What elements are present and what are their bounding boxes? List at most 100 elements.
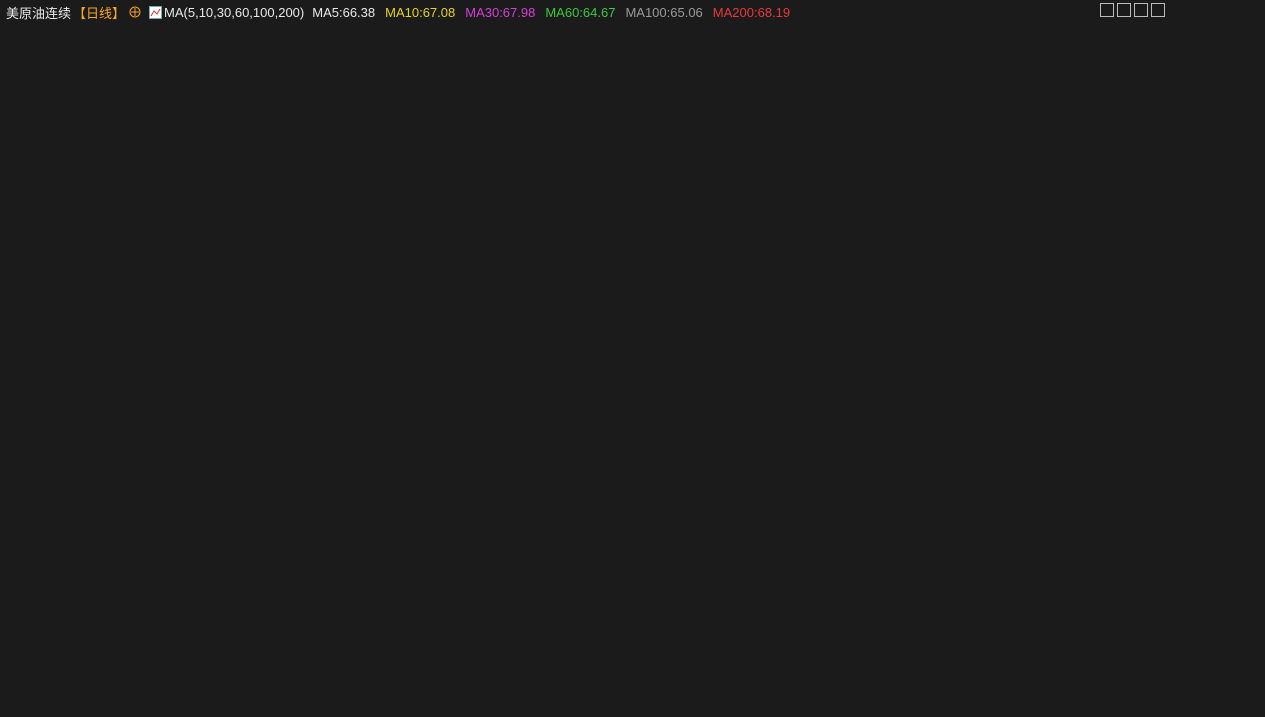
candle-body xyxy=(371,379,382,395)
candle-body xyxy=(61,195,72,218)
tool-button[interactable] xyxy=(1151,3,1165,17)
candle-body xyxy=(724,472,735,496)
tool-button[interactable] xyxy=(1100,3,1114,17)
header: 美原油连续 【日线】 MA(5,10,30,60,100,200) MA5:66… xyxy=(6,3,790,21)
last-price-arrow xyxy=(1254,381,1262,392)
candle-body xyxy=(992,418,1002,424)
ma-line xyxy=(9,199,1139,521)
candle-body xyxy=(554,485,565,508)
candle-body xyxy=(808,514,819,520)
candle-body xyxy=(456,288,467,296)
candle-body xyxy=(1048,377,1059,402)
candle-body xyxy=(879,409,890,429)
tool-button[interactable] xyxy=(1134,3,1148,17)
candle-body xyxy=(681,541,692,584)
candle-body xyxy=(1006,418,1017,427)
title: 美原油连续 xyxy=(6,5,72,21)
candle-body xyxy=(794,499,805,515)
candle-body xyxy=(329,384,340,407)
legend-entry: MA200:68.19 xyxy=(712,4,791,20)
candle-body xyxy=(1076,350,1087,365)
candle-body xyxy=(174,268,185,279)
candle-body xyxy=(752,485,763,503)
annotation-label: 55.12 xyxy=(524,667,557,682)
candle-body xyxy=(484,399,495,469)
candle-body xyxy=(188,261,199,279)
candle-body xyxy=(301,389,312,405)
candle-body xyxy=(75,214,86,228)
candle-body xyxy=(1090,350,1101,375)
candle-body xyxy=(33,143,44,164)
candle-body xyxy=(287,374,297,405)
candle-body xyxy=(146,239,156,272)
period[interactable]: 【日线】 xyxy=(73,5,126,21)
candle-body xyxy=(230,298,241,333)
candle-body xyxy=(413,327,424,343)
candle-body xyxy=(625,497,636,540)
candle-body xyxy=(399,340,410,363)
tool-button[interactable] xyxy=(1117,3,1131,17)
legend-entry: MA5:66.38 xyxy=(312,4,376,20)
candle-body xyxy=(258,315,269,353)
y-tick-label: 56.08 xyxy=(1183,634,1216,649)
candle-body xyxy=(597,477,608,488)
legend-entry: MA10:67.08 xyxy=(385,4,456,20)
y-tick-label: 67.24 xyxy=(1183,360,1216,375)
annotation-label: 78.40 xyxy=(961,77,994,92)
ma-line xyxy=(9,263,1139,423)
ma-line xyxy=(9,135,1139,565)
candle-body xyxy=(822,487,833,520)
candle-body xyxy=(442,288,453,336)
marker-box xyxy=(1178,274,1262,295)
ma-line xyxy=(9,248,1139,467)
candle-body xyxy=(1062,364,1073,402)
candle-body xyxy=(653,581,664,614)
candle-body xyxy=(428,327,438,338)
ma-line xyxy=(9,179,1139,346)
candle-body xyxy=(385,359,396,380)
y-tick-label: 81.19 xyxy=(1183,17,1216,32)
y-tick-label: 58.87 xyxy=(1183,566,1216,581)
candle-body xyxy=(738,485,749,496)
candle-body xyxy=(512,558,523,591)
candle-body xyxy=(766,502,777,518)
candle-body xyxy=(5,121,15,134)
y-tick-label: 61.66 xyxy=(1183,497,1216,512)
candle-body xyxy=(160,241,171,272)
add-icon[interactable] xyxy=(129,6,141,18)
indicator-icon[interactable] xyxy=(149,5,163,19)
candle-body xyxy=(202,254,213,265)
candle-body xyxy=(710,472,720,513)
candle-body xyxy=(1104,374,1115,385)
candle-body xyxy=(470,298,481,400)
candle-body xyxy=(526,522,537,589)
candle-body xyxy=(907,251,918,343)
candle-body xyxy=(19,123,30,144)
candle-body xyxy=(272,352,283,375)
candle-body xyxy=(963,128,974,387)
candle-body xyxy=(569,468,579,488)
candle-body xyxy=(103,214,114,245)
toolbar xyxy=(1100,3,1165,17)
last-price-box xyxy=(1178,384,1264,406)
y-tick-label: 64.45 xyxy=(1183,429,1216,444)
candle-body xyxy=(117,246,128,279)
candle-body xyxy=(216,256,227,296)
y-tick-label: 78.40 xyxy=(1183,86,1216,101)
candle-body xyxy=(921,190,932,252)
legend-entry: MA30:67.98 xyxy=(465,4,536,20)
candle-body xyxy=(1133,394,1143,405)
candle-body xyxy=(89,212,100,230)
candle-body xyxy=(315,391,326,410)
candle-body xyxy=(851,458,861,469)
last-price-label: 66.18 xyxy=(1183,386,1216,401)
candle-body xyxy=(540,507,551,523)
candle-body xyxy=(357,377,368,395)
candle-body xyxy=(1020,384,1031,427)
annotation-label: 77.86 xyxy=(16,90,49,105)
candle-body xyxy=(935,190,946,220)
candle-body xyxy=(244,313,255,336)
candle-body xyxy=(1118,384,1129,405)
